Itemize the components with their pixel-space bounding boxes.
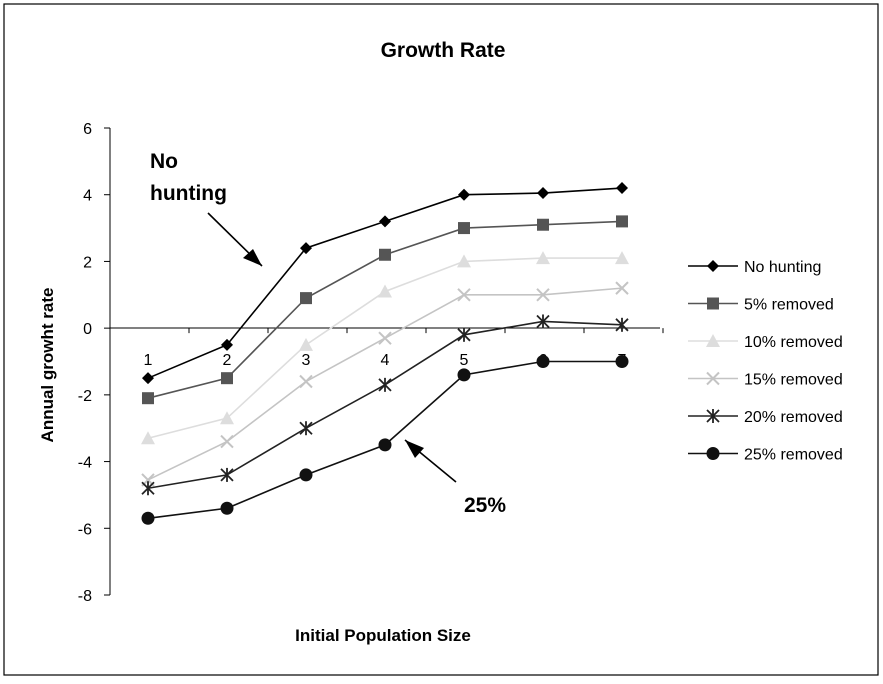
chart-title: Growth Rate: [381, 39, 506, 62]
legend-swatch-marker: [707, 260, 719, 272]
data-point: [379, 248, 391, 261]
data-point: [300, 292, 312, 305]
data-point: [141, 431, 155, 445]
y-axis-title: Annual growht rate: [38, 288, 57, 443]
data-point: [221, 338, 233, 351]
legend-label: 10% removed: [744, 334, 843, 351]
data-point: [221, 372, 233, 385]
legend-item: 5% removed: [688, 297, 834, 314]
y-tick-label: -8: [78, 588, 92, 605]
y-tick-label: 6: [83, 121, 92, 138]
legend-label: 20% removed: [744, 409, 843, 426]
data-point: [616, 182, 628, 195]
data-point: [458, 188, 470, 201]
data-point: [457, 327, 471, 342]
legend: No hunting 5% removed 10% removed 15% remov…: [688, 259, 843, 464]
data-point: [616, 215, 628, 228]
annotation-no-hunting: No hunting: [150, 150, 263, 267]
data-point: [536, 251, 550, 265]
data-point: [615, 317, 629, 332]
y-tick-label: 4: [83, 188, 92, 205]
legend-item: No hunting: [688, 259, 821, 276]
annotation-25-arrowhead: [405, 440, 424, 458]
data-point: [141, 481, 155, 496]
chart-border: [3, 3, 879, 676]
data-point: [220, 501, 234, 515]
x-tick-label: 2: [223, 352, 232, 369]
data-point: [537, 218, 549, 231]
y-tick-label: -4: [78, 455, 92, 472]
annotation-no-hunting-arrowhead: [243, 249, 262, 266]
y-tick-label: -6: [78, 521, 92, 538]
legend-swatch-marker: [706, 334, 720, 347]
data-point: [537, 187, 549, 200]
data-point: [615, 281, 629, 295]
legend-swatch-marker: [707, 297, 719, 310]
legend-swatch-marker: [706, 409, 720, 423]
annotation-25-label: 25%: [464, 494, 506, 517]
legend-item: 25% removed: [688, 447, 843, 464]
legend-label: 25% removed: [744, 447, 843, 464]
y-tick-label: 0: [83, 321, 92, 338]
data-point: [142, 372, 154, 385]
data-point: [536, 288, 550, 302]
x-tick-label: 1: [144, 352, 153, 369]
legend-item: 20% removed: [688, 409, 843, 426]
legend-label: 5% removed: [744, 297, 834, 314]
annotation-no-hunting-line2: hunting: [150, 182, 227, 205]
x-axis-title: Initial Population Size: [295, 626, 471, 645]
legend-item: 10% removed: [688, 334, 843, 351]
data-point: [220, 411, 234, 425]
annotation-25: 25%: [404, 439, 506, 517]
data-point: [300, 242, 312, 255]
data-point: [458, 222, 470, 235]
data-point: [299, 374, 313, 389]
x-tick-label: 3: [302, 352, 311, 369]
data-point: [299, 468, 313, 482]
legend-item: 15% removed: [688, 372, 843, 389]
legend-swatch-marker: [706, 447, 720, 460]
data-point: [615, 251, 629, 265]
data-point: [457, 368, 471, 382]
annotation-no-hunting-line1: No: [150, 150, 178, 173]
data-point: [457, 288, 471, 302]
y-tick-label: 2: [83, 254, 92, 271]
data-point: [378, 438, 392, 452]
data-point: [378, 331, 392, 345]
legend-label: 15% removed: [744, 372, 843, 389]
data-point: [536, 355, 550, 368]
data-point: [536, 314, 550, 329]
y-axis-ticks: 6 4 2 0 -2 -4 -6 -8: [78, 121, 110, 605]
data-point: [378, 377, 392, 392]
data-point: [141, 511, 155, 525]
data-point: [220, 467, 234, 482]
x-tick-label: 4: [381, 352, 390, 369]
data-point: [220, 434, 234, 449]
data-point: [299, 421, 313, 436]
legend-swatch-marker: [706, 371, 720, 386]
x-tick-label: 5: [460, 352, 469, 369]
y-tick-label: -2: [78, 388, 92, 405]
data-point: [378, 284, 392, 298]
data-point: [457, 254, 471, 268]
data-point: [615, 355, 629, 368]
data-point: [142, 392, 154, 405]
series-markers: [141, 182, 629, 525]
data-point: [379, 215, 391, 228]
data-point: [299, 337, 313, 351]
legend-label: No hunting: [744, 259, 821, 276]
